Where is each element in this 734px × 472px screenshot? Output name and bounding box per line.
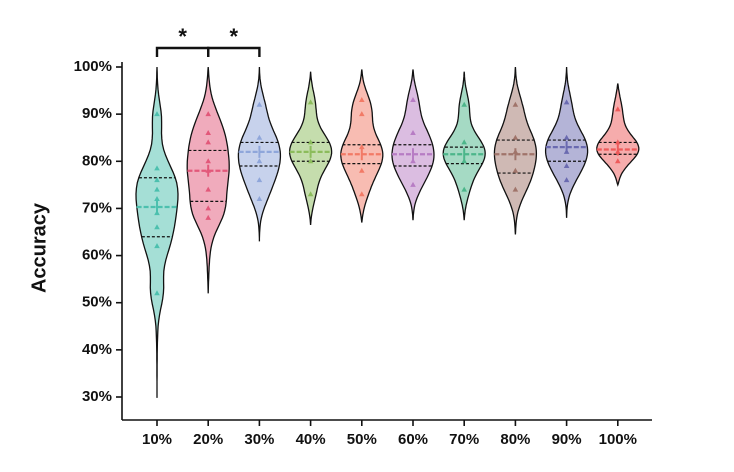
violin [442,71,486,221]
y-tick-label: 60% [82,247,112,264]
y-tick-label: 30% [82,388,112,405]
data-point [307,99,314,105]
data-point [256,196,263,201]
data-point [205,158,211,164]
violin [596,83,640,187]
data-point [205,214,211,220]
data-point [410,158,416,164]
data-point [307,139,314,145]
x-tick-label: 60% [398,431,428,448]
data-point [256,101,263,107]
data-point [615,158,621,164]
data-point [615,139,621,145]
x-tick-label: 20% [193,431,223,448]
data-point [359,97,365,102]
violin [391,69,435,221]
data-point [154,186,160,192]
data-point [359,144,365,150]
x-tick-label: 80% [500,431,530,448]
data-point [563,148,570,154]
data-point [307,158,314,164]
significance-bracket [207,46,261,57]
data-point [461,139,467,145]
data-point [359,191,365,197]
data-point [154,177,160,183]
significance-label: * [230,24,239,49]
y-axis-label: Accuracy [28,202,50,293]
data-point [154,111,160,117]
significance-bracket [155,46,210,57]
y-tick-label: 70% [82,199,112,216]
data-point [256,177,263,183]
x-tick-label: 30% [244,431,274,448]
data-point [512,101,519,107]
data-point [615,106,621,112]
data-point [410,130,416,135]
data-point [512,186,519,192]
data-point [205,130,211,135]
data-point [154,290,160,296]
data-point [461,186,467,192]
x-tick-label: 70% [449,431,479,448]
y-tick-label: 100% [74,58,112,75]
data-point [359,111,365,117]
y-tick-label: 90% [82,105,112,122]
x-tick-label: 50% [347,431,377,448]
data-point [154,210,160,216]
data-point [461,101,467,107]
data-point [154,224,160,230]
data-point [563,163,570,168]
y-tick-label: 80% [82,152,112,169]
data-point [205,111,211,117]
x-tick-label: 10% [142,431,172,448]
data-point [410,97,416,102]
x-tick-label: 40% [296,431,326,448]
data-point [615,148,621,154]
data-point [563,99,570,105]
data-point [512,148,519,154]
violin [135,66,179,398]
data-point [256,158,263,164]
data-point [512,167,519,173]
y-tick-label: 50% [82,294,112,311]
x-tick-label: 90% [552,431,582,448]
data-point [359,167,365,173]
data-point [154,243,160,249]
significance-label: * [178,24,187,49]
y-tick-label: 40% [82,341,112,358]
data-point [461,158,467,164]
data-point [563,177,570,183]
data-point [563,134,570,140]
data-point [256,134,263,140]
data-point [205,167,211,173]
data-point [154,196,160,201]
data-point [205,186,211,192]
x-tick-label: 100% [599,431,637,448]
data-point [205,139,211,145]
data-point [512,134,519,140]
data-point [307,191,314,197]
data-point [410,181,416,187]
data-point [154,165,160,171]
violin [186,66,230,294]
data-point [205,205,211,211]
